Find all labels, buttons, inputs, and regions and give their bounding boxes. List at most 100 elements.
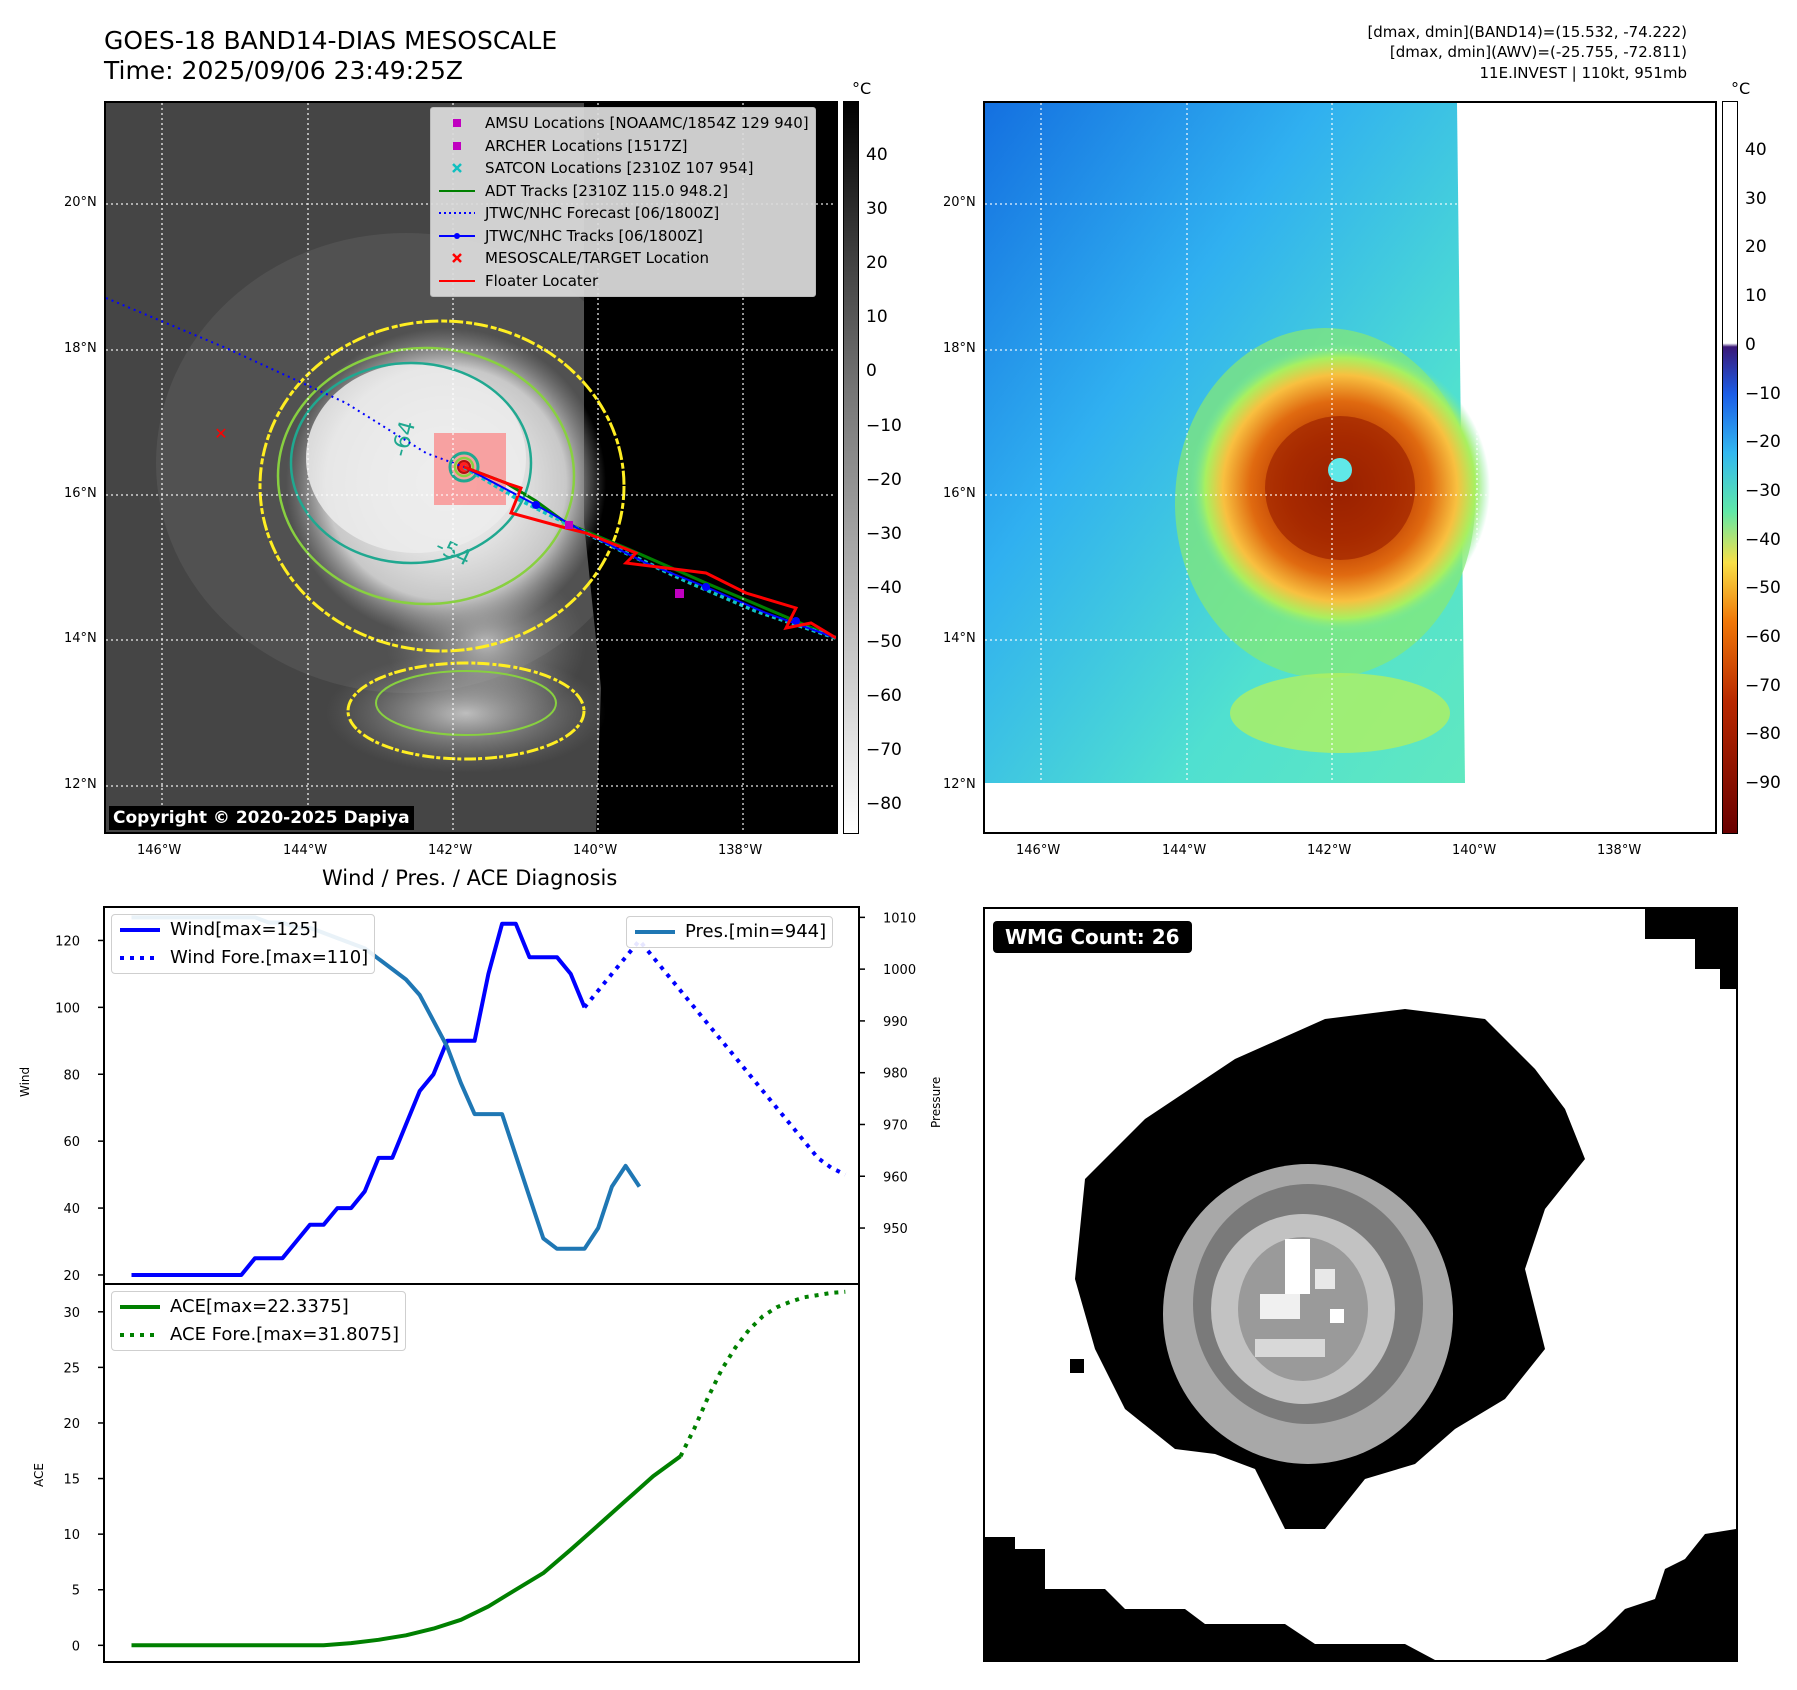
mesoscale-target-marker: ✕ <box>214 424 227 443</box>
legend-symbol <box>439 189 475 192</box>
awv-eye <box>1328 458 1352 482</box>
y-tick-label: 20 <box>63 1417 80 1432</box>
y-right-tick-label: 990 <box>883 1015 908 1030</box>
ir-lat-label: 12°N <box>64 777 97 792</box>
awv-lat-label: 20°N <box>943 195 976 210</box>
awv-gridlines <box>985 103 1715 832</box>
amsu-location <box>675 589 684 598</box>
ir-legend-item: AMSU Locations [NOAAMC/1854Z 129 940] <box>437 112 809 135</box>
ir-lat-label: 14°N <box>64 631 97 646</box>
series-line-1 <box>678 1289 846 1458</box>
legend-pressure: Pres.[min=944] <box>685 921 827 942</box>
pressure-axis-label: Pressure <box>929 1076 943 1128</box>
ir-legend-item: ADT Tracks [2310Z 115.0 948.2] <box>437 180 809 203</box>
ir-lon-label: 146°W <box>137 843 182 858</box>
wmg-panel: WMG Count: 26 <box>983 907 1738 1662</box>
ir-colorbar-tick: 20 <box>866 253 888 274</box>
wind-axis-label: Wind <box>18 1066 32 1097</box>
ir-colorbar <box>843 101 859 834</box>
awv-lon-label: 140°W <box>1452 843 1497 858</box>
awv-colorbar-tick: −30 <box>1745 480 1781 501</box>
ir-colorbar-tick: 10 <box>866 307 888 328</box>
awv-colorbar-tick: −80 <box>1745 724 1781 745</box>
awv-colorbar-tick: 30 <box>1745 188 1767 209</box>
legend-wind-forecast: Wind Fore.[max=110] <box>170 947 369 968</box>
ir-legend: AMSU Locations [NOAAMC/1854Z 129 940] ARC… <box>430 107 816 297</box>
awv-colorbar-tick: 10 <box>1745 286 1767 307</box>
archer-location <box>565 521 573 529</box>
awv-lon-label: 144°W <box>1162 843 1207 858</box>
y-right-tick-label: 980 <box>883 1067 908 1082</box>
y-tick-label: 5 <box>72 1584 80 1599</box>
awv-imagery <box>985 103 1715 832</box>
ir-colorbar-unit: °C <box>852 79 872 98</box>
floater-locater-track <box>463 465 836 640</box>
ir-lon-label: 138°W <box>718 843 763 858</box>
ir-colorbar-tick: −80 <box>866 794 902 815</box>
ir-legend-item: ARCHER Locations [1517Z] <box>437 135 809 158</box>
ace-legend: ACE[max=22.3375] ACE Fore.[max=31.8075] <box>111 1291 406 1351</box>
y-right-tick-label: 1000 <box>883 963 916 978</box>
awv-lon-label: 138°W <box>1597 843 1642 858</box>
ir-lon-label: 144°W <box>283 843 328 858</box>
awv-colorbar-tick: −10 <box>1745 383 1781 404</box>
awv-map-panel <box>983 101 1717 834</box>
legend-symbol <box>453 119 461 128</box>
awv-colorbar-tick: −50 <box>1745 578 1781 599</box>
series-line-0 <box>131 1454 682 1648</box>
legend-symbol <box>453 141 461 150</box>
ir-colorbar-tick: −60 <box>866 686 902 706</box>
diagnosis-title: Wind / Pres. / ACE Diagnosis <box>322 866 618 890</box>
copyright-badge: Copyright © 2020-2025 Dapiya <box>109 806 414 830</box>
ir-colorbar-tick: 40 <box>866 145 888 165</box>
y-tick-label: 0 <box>72 1639 80 1654</box>
ir-legend-item: MESOSCALE/TARGET Location <box>437 247 809 270</box>
wind-legend: Wind[max=125] Wind Fore.[max=110] <box>111 914 376 974</box>
legend-symbol <box>439 279 475 282</box>
ir-lat-label: 20°N <box>64 195 97 210</box>
ir-legend-label: JTWC/NHC Forecast [06/1800Z] <box>485 204 720 222</box>
ir-colorbar-tick: −70 <box>866 740 902 761</box>
ir-lat-label: 18°N <box>64 341 97 356</box>
y-tick-label: 15 <box>63 1473 80 1488</box>
awv-lon-label: 142°W <box>1307 843 1352 858</box>
y-tick-label: 20 <box>63 1269 80 1284</box>
series-line-0 <box>131 921 587 1277</box>
y-tick-label: 25 <box>63 1361 80 1376</box>
ir-legend-item: JTWC/NHC Forecast [06/1800Z] <box>437 202 809 225</box>
legend-ace-forecast: ACE Fore.[max=31.8075] <box>170 1324 399 1345</box>
awv-colorbar-unit: °C <box>1731 79 1751 98</box>
y-right-tick-label: 1010 <box>883 911 916 926</box>
y-tick-label: 40 <box>63 1202 80 1217</box>
y-tick-label: 60 <box>63 1135 80 1150</box>
figure-title-line2: Time: 2025/09/06 23:49:25Z <box>104 56 463 85</box>
ir-colorbar-tick: −40 <box>866 577 902 598</box>
ir-legend-label: ARCHER Locations [1517Z] <box>485 136 688 155</box>
awv-lat-label: 12°N <box>943 777 976 792</box>
series-line-1 <box>582 938 847 1177</box>
ir-legend-label: AMSU Locations [NOAAMC/1854Z 129 940] <box>485 114 809 132</box>
awv-lon-label: 146°W <box>1016 843 1061 858</box>
band14-stats: [dmax, dmin](BAND14)=(15.532, -74.222) <box>1367 23 1687 41</box>
ir-legend-item: JTWC/NHC Tracks [06/1800Z] <box>437 225 809 248</box>
ir-legend-label: SATCON Locations [2310Z 107 954] <box>485 159 754 177</box>
y-tick-label: 120 <box>55 934 80 949</box>
awv-stats: [dmax, dmin](AWV)=(-25.755, -72.811) <box>1389 43 1687 61</box>
awv-colorbar-tick: 0 <box>1745 334 1756 355</box>
ir-lon-label: 142°W <box>428 843 473 858</box>
legend-ace: ACE[max=22.3375] <box>170 1296 349 1317</box>
legend-symbol <box>439 232 475 239</box>
figure-title-line1: GOES-18 BAND14-DIAS MESOSCALE <box>104 26 558 55</box>
y-tick-label: 80 <box>63 1068 80 1083</box>
ir-lat-label: 16°N <box>64 486 97 501</box>
ir-lon-label: 140°W <box>573 843 618 858</box>
legend-wind: Wind[max=125] <box>170 919 318 940</box>
ir-colorbar-tick: −20 <box>866 469 902 490</box>
ir-legend-label: JTWC/NHC Tracks [06/1800Z] <box>485 226 703 245</box>
legend-symbol <box>439 212 475 215</box>
awv-colorbar-tick: −70 <box>1745 675 1781 696</box>
awv-lat-label: 16°N <box>943 486 976 501</box>
ir-legend-label: MESOSCALE/TARGET Location <box>485 249 710 267</box>
awv-lat-label: 18°N <box>943 341 976 356</box>
ir-colorbar-tick: 30 <box>866 199 888 220</box>
